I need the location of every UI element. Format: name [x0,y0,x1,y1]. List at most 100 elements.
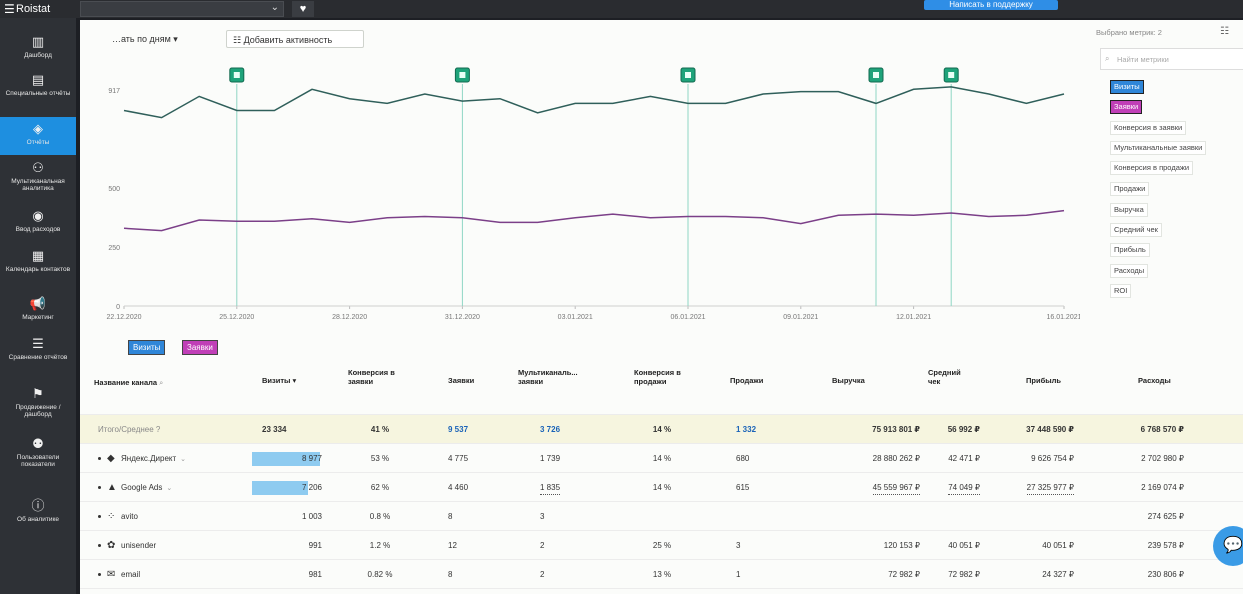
favorite-heart-icon[interactable]: ♥ [292,1,314,17]
cell-profit: 9 626 754 ₽ [1031,454,1074,463]
cell-leads: 8 [448,570,453,579]
dashboard-icon: ▥ [31,34,45,49]
channel-name[interactable]: ▲ Google Ads ⌄ [98,473,248,502]
legend-leads[interactable]: Заявки [182,340,218,355]
metric-chip-revenue[interactable]: Выручка [1110,203,1148,217]
cell-visits: 8 977 [301,454,322,463]
total-leads[interactable]: 9 537 [448,425,469,434]
metric-chip-roi[interactable]: ROI [1110,284,1132,298]
legend-visits[interactable]: Визиты [128,340,166,355]
table-row[interactable]: ◆ Яндекс.Директ ⌄ 8 977 53 % 4 775 1 739 14 % 68… [80,443,1243,472]
cell-revenue: 72 982 ₽ [888,570,920,579]
cell-profit: 207 594 ₽ [960,589,1074,594]
cell-multichannel: 3 [540,512,545,521]
metric-chip-lead-conversion[interactable]: Конверсия в заявки [1110,121,1187,135]
table-row[interactable]: ⁘ avito 1 003 0.8 % 8 3 274 625 ₽ [80,501,1243,530]
metric-chip-visits[interactable]: Визиты [1110,80,1144,94]
cell-avg-check: 74 049 ₽ [900,473,980,502]
channel-name[interactable]: ✉ email [98,560,248,589]
hamburger-icon[interactable]: ☰ [4,2,15,16]
metric-chip-leads[interactable]: Заявки [1110,100,1143,114]
total-sales-conversion: 14 % [652,425,672,434]
cell-multichannel: 1 739 [540,454,561,463]
support-button[interactable]: Написать в поддержку [924,0,1058,10]
cell-leads: 4 460 [448,483,469,492]
column-header-expenses[interactable]: Расходы [1138,376,1171,385]
total-label: Итого/Среднее ? [98,425,161,434]
metric-chip-multichannel-leads[interactable]: Мультиканальные заявки [1110,141,1207,155]
column-header-sales-conversion[interactable]: Конверсия в продажи [634,368,681,386]
columns-icon[interactable]: ☷ [1220,26,1229,37]
sidebar-item-special-reports[interactable]: ▤ Специальные отчёты [5,72,71,97]
cell-sales [736,502,766,531]
channel-name[interactable]: ◆ Яндекс.Директ ⌄ [98,444,248,473]
add-activity-button[interactable]: ☷ Добавить активность [226,30,364,48]
metric-search-input[interactable]: ⌕ Найти метрики [1100,48,1243,70]
cell-revenue: 45 559 967 ₽ [800,473,920,502]
sidebar-item-compare[interactable]: ☰ Сравнение отчётов [8,336,68,361]
metric-chip-sales[interactable]: Продажи [1110,182,1150,196]
activity-marker-glyph [459,72,466,78]
y-tick-label: 0 [116,304,120,311]
sidebar-item-reports[interactable]: ◈ Отчёты [0,117,76,155]
total-sales[interactable]: 1 332 [736,425,757,434]
project-select[interactable]: ⌄ [80,1,284,17]
sidebar-item-expenses[interactable]: ◉ Ввод расходов [15,208,61,233]
sidebar-item-about[interactable]: ⓘ Об аналитике [17,498,59,523]
metric-chip-profit[interactable]: Прибыль [1110,243,1150,257]
table-row[interactable]: ✿ unisender 991 1.2 % 12 2 25 % 3 120 153 ₽ 40 05… [80,530,1243,559]
column-header-multichannel[interactable]: Мультиканаль... заявки [518,368,578,386]
cell-sales-conversion: 25 % [652,541,672,550]
column-header-visits[interactable]: Визиты ▾ [262,376,297,385]
bullet-icon [98,544,101,548]
selected-metrics-count: Выбрано метрик: 2 [1096,28,1162,37]
bullet-icon [98,486,101,490]
sidebar-item-users[interactable]: ⚉ Пользователи показатели [16,436,60,468]
cell-leads: 4 775 [448,454,469,463]
column-header-channel[interactable]: Название канала ⌕ [94,378,164,387]
metric-chip-avg-check[interactable]: Средний чек [1110,223,1162,237]
cell-sales-conversion: 14 % [652,483,672,492]
table-row[interactable]: fFacebook91410 %916418 %16622 783 ₽38 92… [80,588,1243,594]
chevron-down-icon[interactable]: ⌄ [180,456,187,463]
sidebar-item-marketing[interactable]: 📢 Маркетинг [22,296,54,321]
period-dropdown[interactable]: …ать по дням ▾ [112,34,178,44]
promo-icon: ⚑ [32,386,44,401]
sidebar-item-multichannel[interactable]: ⚇ Мультиканальная аналитика [11,160,65,192]
chat-support-icon[interactable]: 💬 [1213,526,1243,566]
unisender-icon: ✿ [107,540,116,552]
cell-expenses: 272 884 ₽ [1080,589,1184,594]
metric-chip-sales-conversion[interactable]: Конверсия в продажи [1110,161,1194,175]
chevron-down-icon[interactable]: ⌄ [166,485,173,492]
search-icon[interactable]: ⌕ [159,378,164,387]
table-row[interactable]: ✉ email 981 0.82 % 8 2 13 % 1 72 982 ₽ 72 982 ₽ 24… [80,559,1243,588]
help-icon[interactable]: ? [155,425,161,434]
channel-name[interactable]: ✿ unisender [98,531,248,560]
column-header-leads[interactable]: Заявки [448,376,475,385]
column-header-sales[interactable]: Продажи [730,376,764,385]
sidebar-item-calendar[interactable]: ▦ Календарь контактов [5,248,71,273]
channel-name[interactable]: ⁘ avito [98,502,248,531]
sidebar-item-dashboard[interactable]: ▥ Дашборд [24,34,52,59]
brand-logo[interactable]: Roistat [16,3,51,15]
cell-multichannel: 1 835 [540,473,580,502]
column-header-avg-check[interactable]: Средний чек [928,368,961,386]
channel-name[interactable]: fFacebook [98,589,248,594]
table-row[interactable]: ▲ Google Ads ⌄ 7 206 62 % 4 460 1 835 14 % 615 45… [80,472,1243,501]
search-icon: ⌕ [1105,54,1110,63]
sort-down-icon: ▾ [292,376,297,385]
cell-visits: 1 003 [301,512,322,521]
x-tick-label: 16.01.2021 [1046,314,1080,321]
metric-chip-expenses[interactable]: Расходы [1110,264,1149,278]
column-header-lead-conversion[interactable]: Конверсия в заявки [348,368,395,386]
series-line-visits [123,86,1065,119]
total-multichannel[interactable]: 3 726 [540,425,561,434]
column-header-profit[interactable]: Прибыль [1026,376,1061,385]
sidebar-item-promo[interactable]: ⚑ Продвижение / дашборд [15,386,61,418]
calendar-icon: ▦ [31,248,45,263]
column-header-revenue[interactable]: Выручка [832,376,865,385]
sidebar: ▥ Дашборд ▤ Специальные отчёты ◈ Отчёты … [0,18,76,594]
y-tick-label: 500 [108,186,120,193]
total-expenses: 6 768 570 ₽ [1140,425,1184,434]
cell-visits: 7 206 [301,483,322,492]
